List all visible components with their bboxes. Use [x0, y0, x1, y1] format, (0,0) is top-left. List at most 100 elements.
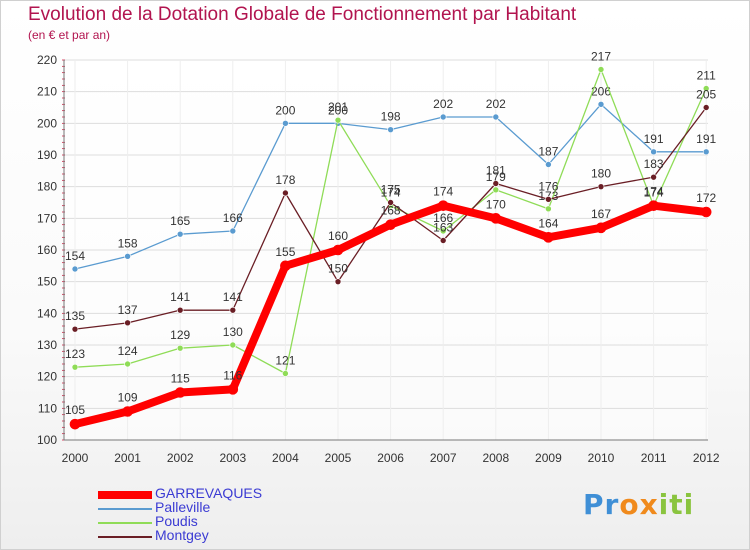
data-point-garrevaques: [227, 384, 239, 395]
y-tick-label: 170: [37, 211, 57, 225]
logo-letter: r: [604, 488, 620, 521]
legend-swatch: [98, 508, 152, 510]
x-tick-label: 2011: [641, 451, 667, 465]
data-point-garrevaques: [174, 387, 186, 398]
data-label-montgey: 141: [170, 290, 190, 304]
logo-letter: i: [658, 488, 670, 521]
data-label-palleville: 202: [486, 97, 506, 111]
data-point-palleville: [124, 253, 131, 260]
data-label-palleville: 200: [328, 103, 348, 117]
data-label-montgey: 150: [328, 262, 348, 276]
data-label-poudis: 217: [591, 50, 611, 64]
logo-letter: t: [669, 488, 684, 521]
data-point-montgey: [282, 189, 289, 197]
data-label-garrevaques: 155: [275, 245, 295, 259]
data-point-garrevaques: [595, 222, 607, 234]
data-point-poudis: [176, 344, 184, 352]
data-point-poudis: [229, 341, 237, 349]
y-tick-label: 200: [37, 116, 57, 130]
data-label-montgey: 163: [433, 221, 453, 235]
data-point-palleville: [387, 126, 394, 133]
data-point-poudis: [545, 205, 552, 213]
data-point-montgey: [124, 319, 131, 327]
legend-label: Montgey: [155, 527, 209, 543]
data-point-palleville: [282, 120, 289, 127]
data-point-garrevaques: [385, 219, 396, 230]
proxiti-logo: Proxiti: [583, 488, 694, 521]
data-label-garrevaques: 168: [381, 204, 401, 218]
data-point-palleville: [439, 113, 447, 121]
data-point-poudis: [492, 186, 500, 194]
data-point-garrevaques: [332, 244, 344, 256]
x-tick-label: 2008: [482, 451, 509, 465]
x-tick-label: 2007: [430, 451, 457, 465]
data-label-poudis: 211: [697, 69, 716, 83]
logo-letter: x: [639, 488, 659, 521]
logo-letter: o: [619, 488, 640, 521]
data-point-palleville: [545, 161, 552, 168]
data-label-poudis: 130: [223, 325, 243, 339]
legend-swatch: [98, 536, 152, 538]
data-label-palleville: 154: [65, 249, 85, 263]
data-point-montgey: [492, 180, 500, 187]
chart-subtitle: (en € et par an): [28, 28, 111, 42]
data-point-garrevaques: [122, 406, 133, 417]
data-point-garrevaques: [543, 232, 554, 243]
logo-letter: i: [683, 488, 695, 521]
data-point-montgey: [597, 183, 605, 190]
data-label-palleville: 166: [223, 211, 243, 225]
y-tick-label: 150: [37, 275, 57, 289]
data-point-poudis: [702, 85, 710, 92]
data-point-garrevaques: [700, 206, 712, 218]
data-label-garrevaques: 174: [433, 185, 453, 199]
data-label-poudis: 174: [644, 186, 664, 200]
x-tick-label: 2012: [693, 451, 720, 465]
y-tick-label: 160: [37, 243, 57, 257]
data-point-palleville: [702, 148, 710, 156]
data-point-montgey: [387, 199, 394, 206]
data-point-palleville: [229, 227, 237, 235]
y-tick-label: 100: [37, 433, 57, 447]
x-tick-label: 2003: [219, 451, 246, 465]
data-label-garrevaques: 116: [223, 368, 242, 382]
data-point-garrevaques: [280, 260, 291, 272]
data-point-montgey: [439, 237, 447, 244]
data-point-montgey: [334, 278, 342, 285]
data-label-palleville: 191: [644, 132, 664, 146]
data-label-poudis: 201: [328, 100, 348, 114]
data-label-garrevaques: 170: [486, 197, 506, 211]
x-tick-label: 2010: [588, 451, 615, 465]
data-label-garrevaques: 164: [538, 216, 558, 230]
y-tick-label: 140: [37, 306, 57, 320]
data-label-palleville: 165: [170, 214, 190, 228]
data-label-garrevaques: 160: [328, 229, 348, 243]
logo-letter: P: [583, 488, 605, 521]
y-tick-label: 110: [38, 401, 57, 415]
data-point-garrevaques: [69, 418, 81, 430]
data-point-montgey: [176, 306, 184, 314]
y-tick-label: 190: [37, 148, 57, 162]
data-point-palleville: [176, 230, 184, 238]
data-point-palleville: [492, 113, 500, 121]
data-point-poudis: [282, 370, 289, 377]
legend-label: GARREVAQUES: [155, 485, 263, 501]
data-point-montgey: [229, 306, 237, 314]
data-point-montgey: [545, 196, 552, 203]
data-label-montgey: 135: [65, 309, 85, 323]
data-point-montgey: [650, 173, 657, 181]
data-label-poudis: 166: [433, 211, 453, 225]
y-tick-label: 180: [37, 180, 57, 194]
legend-swatch: [98, 522, 152, 524]
y-tick-label: 220: [37, 53, 57, 67]
data-label-montgey: 180: [591, 167, 611, 181]
data-point-garrevaques: [490, 213, 502, 224]
data-label-poudis: 123: [65, 347, 85, 361]
data-point-garrevaques: [437, 200, 449, 211]
legend-label: Poudis: [155, 513, 198, 529]
legend-swatch: [98, 491, 152, 499]
data-point-poudis: [124, 360, 131, 368]
data-label-garrevaques: 167: [591, 207, 611, 221]
data-label-garrevaques: 115: [171, 372, 190, 386]
data-point-palleville: [650, 148, 657, 156]
